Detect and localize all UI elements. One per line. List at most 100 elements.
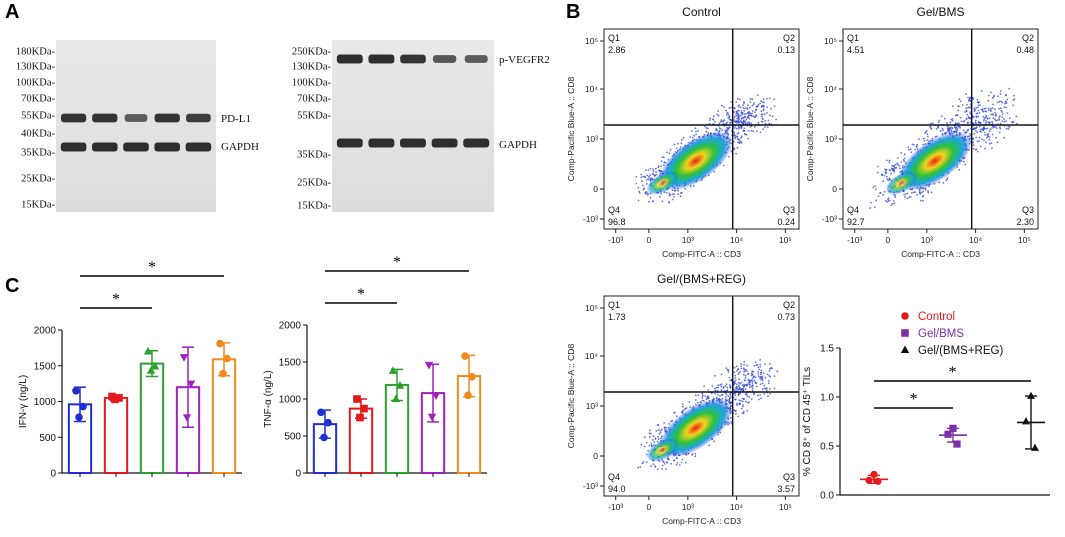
- cell-event: [668, 192, 671, 195]
- cell-event: [966, 129, 969, 132]
- cell-event: [764, 376, 767, 379]
- plot-frame: [603, 295, 800, 497]
- cell-event: [872, 186, 875, 189]
- cell-event: [739, 392, 742, 395]
- cell-event: [921, 191, 923, 194]
- cell-event: [990, 142, 993, 145]
- cell-event: [750, 122, 753, 125]
- cell-event: [728, 422, 731, 425]
- cell-event: [640, 173, 642, 176]
- x-tick-label: 10³: [682, 502, 694, 512]
- x-axis-label: Comp-FITC-A :: CD3: [662, 516, 741, 526]
- data-point: [870, 470, 878, 479]
- cell-event: [884, 199, 887, 202]
- cell-event: [685, 407, 688, 409]
- cell-event: [766, 112, 768, 114]
- cell-event: [701, 397, 704, 399]
- cell-event: [740, 114, 742, 117]
- cell-event: [887, 179, 890, 182]
- cell-event: [741, 400, 744, 403]
- cell-event: [870, 201, 872, 204]
- x-tick-label: 10⁴: [969, 235, 982, 245]
- cell-event: [1012, 120, 1015, 123]
- cell-event: [750, 398, 753, 401]
- cell-event: [996, 101, 999, 104]
- x-tick-label: 10⁵: [779, 235, 792, 245]
- cell-event: [951, 119, 954, 122]
- data-point: [216, 339, 224, 348]
- cell-event: [982, 115, 985, 118]
- cell-event: [759, 393, 761, 396]
- cell-event: [983, 139, 985, 142]
- x-tick-label: -10³: [847, 235, 862, 245]
- cell-event: [655, 171, 657, 173]
- ladder-label: 40KDa-: [21, 129, 55, 140]
- flow-plot: Gel/BMS Q1 4.51 Q2 0.48 Q4 92.7 Q3 2.30 -10³ 0 10³ 1…: [805, 5, 1039, 259]
- cell-event: [648, 444, 651, 447]
- cell-event: [976, 98, 979, 101]
- cell-event: [879, 192, 881, 195]
- y-tick-label: 10³: [825, 134, 837, 144]
- cell-event: [742, 119, 745, 122]
- cell-event: [918, 138, 920, 141]
- data-point: [111, 395, 119, 404]
- tnf-alpha-bar-chart: 0 500 1000 1500 2000 TNF-α (ng/L) * *: [263, 254, 487, 480]
- cell-event: [972, 147, 975, 150]
- cell-event: [993, 94, 995, 97]
- cell-event: [974, 148, 977, 151]
- cell-event: [736, 402, 738, 405]
- cell-event: [742, 404, 744, 406]
- cell-event: [1008, 117, 1011, 120]
- y-axis-label: Comp-Pacific Blue-A :: CD8: [566, 77, 576, 182]
- cell-event: [751, 112, 754, 115]
- panel-letter-a: A: [5, 1, 19, 23]
- cell-event: [956, 114, 959, 116]
- cell-event: [991, 133, 994, 136]
- cell-event: [906, 197, 909, 200]
- cell-event: [763, 101, 765, 104]
- cell-event: [747, 104, 749, 106]
- cell-event: [738, 378, 740, 381]
- cell-event: [975, 115, 978, 118]
- y-tick-label: 0: [593, 451, 598, 461]
- cell-event: [694, 453, 697, 455]
- cell-event: [675, 463, 678, 466]
- legend-label: Control: [918, 311, 955, 323]
- cell-event: [719, 121, 722, 123]
- cell-event: [664, 463, 666, 465]
- cell-event: [654, 465, 657, 468]
- cell-event: [991, 97, 994, 99]
- cell-event: [942, 182, 945, 184]
- cell-event: [903, 157, 906, 160]
- cell-event: [976, 101, 979, 104]
- cell-event: [882, 180, 884, 183]
- cell-event: [951, 118, 954, 120]
- cell-event: [887, 198, 889, 201]
- ladder-label: 55KDa-: [297, 111, 331, 122]
- cell-event: [1007, 127, 1010, 130]
- cell-event: [957, 109, 960, 112]
- cell-event: [744, 377, 747, 379]
- cell-event: [748, 386, 751, 389]
- cell-event: [883, 174, 886, 177]
- x-tick-label: -10³: [608, 502, 623, 512]
- cell-event: [677, 189, 679, 192]
- cell-event: [995, 119, 997, 122]
- cell-event: [980, 90, 983, 92]
- cell-event: [721, 393, 724, 396]
- cell-event: [1005, 106, 1008, 109]
- cell-event: [988, 138, 991, 141]
- cell-event: [891, 164, 893, 167]
- cell-event: [886, 178, 889, 180]
- cell-event: [740, 381, 743, 384]
- cell-event: [733, 111, 736, 113]
- cell-event: [1003, 136, 1006, 139]
- cell-event: [643, 187, 645, 190]
- cell-event: [752, 130, 755, 133]
- cell-event: [727, 395, 730, 398]
- cell-event: [640, 443, 643, 446]
- cell-event: [735, 113, 738, 115]
- cell-event: [986, 136, 988, 139]
- significance-marker: *: [357, 286, 365, 303]
- cell-event: [740, 363, 743, 365]
